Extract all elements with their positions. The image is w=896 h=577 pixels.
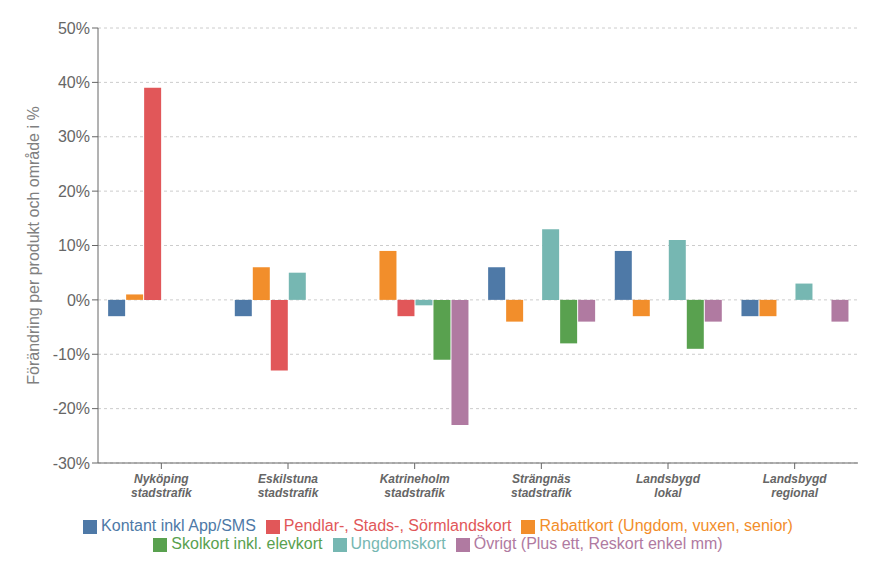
svg-text:Förändring per produkt och omr: Förändring per produkt och område i % (25, 106, 42, 384)
svg-text:20%: 20% (58, 183, 90, 200)
html-text:Övrigt (Plus ett, Reskort enke: Övrigt (Plus ett, Reskort enkel mm) (473, 535, 723, 552)
svg-text:-30%: -30% (53, 455, 90, 472)
html-text:Rabattkort (Ungdom, vuxen, sen: Rabattkort (Ungdom, vuxen, senior) (539, 517, 793, 534)
html-text:Kontant inkl App/SMS: Kontant inkl App/SMS (101, 517, 256, 534)
html-text:Ungdomskort: Ungdomskort (350, 535, 446, 552)
svg-text:Nyköpingstadstrafik: Nyköpingstadstrafik (131, 472, 193, 500)
svg-text:Katrineholmstadstrafik: Katrineholmstadstrafik (380, 472, 450, 500)
svg-text:-20%: -20% (53, 400, 90, 417)
svg-text:Eskilstunastadstrafik: Eskilstunastadstrafik (258, 472, 320, 500)
svg-text:Strängnässtadstrafik: Strängnässtadstrafik (511, 472, 573, 500)
svg-text:50%: 50% (58, 20, 90, 37)
svg-text:30%: 30% (58, 128, 90, 145)
svg-text:10%: 10% (58, 237, 90, 254)
svg-text:Landsbygdlokal: Landsbygdlokal (636, 472, 701, 500)
svg-text:-10%: -10% (53, 346, 90, 363)
html-text:Pendlar-, Stads-, Sörmlandskor: Pendlar-, Stads-, Sörmlandskort (283, 517, 512, 534)
svg-text:0%: 0% (67, 292, 90, 309)
svg-text:Landsbygdregional: Landsbygdregional (763, 472, 828, 500)
svg-text:40%: 40% (58, 74, 90, 91)
html-text:Skolkort inkl. elevkort: Skolkort inkl. elevkort (171, 535, 323, 552)
